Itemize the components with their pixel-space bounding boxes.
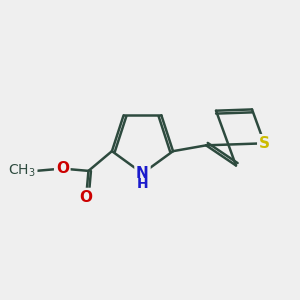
Text: O: O bbox=[56, 161, 69, 176]
Text: N: N bbox=[136, 166, 149, 181]
Text: CH$_3$: CH$_3$ bbox=[8, 163, 36, 179]
Text: O: O bbox=[80, 190, 93, 205]
Text: S: S bbox=[259, 136, 270, 151]
Text: H: H bbox=[137, 177, 148, 190]
